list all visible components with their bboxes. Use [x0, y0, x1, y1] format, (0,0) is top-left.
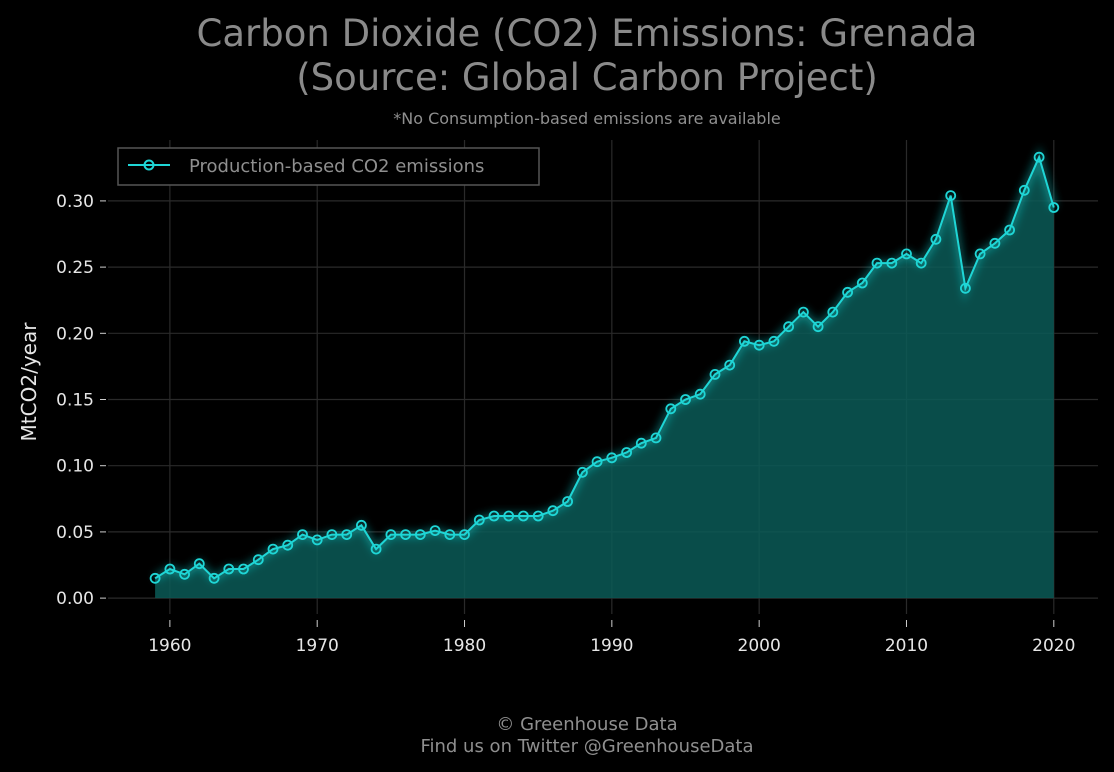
data-point	[783, 321, 794, 333]
data-point	[812, 321, 824, 333]
data-point	[694, 388, 706, 400]
data-point	[945, 190, 957, 202]
data-point	[311, 534, 323, 546]
y-tick-label: 0.10	[56, 457, 94, 477]
data-point	[591, 456, 603, 468]
data-point	[915, 257, 927, 269]
data-point	[989, 237, 1001, 249]
data-point	[459, 529, 470, 540]
data-point	[960, 282, 971, 294]
data-point	[562, 496, 573, 507]
series-markers	[149, 151, 1060, 584]
data-point	[665, 403, 677, 415]
footer-copyright: © Greenhouse Data	[496, 714, 677, 735]
data-point	[901, 248, 912, 260]
data-point	[252, 554, 264, 566]
data-point	[400, 529, 412, 540]
data-point	[282, 539, 294, 551]
data-point	[297, 529, 308, 540]
data-point	[930, 233, 942, 245]
data-point	[488, 510, 500, 522]
y-tick-label: 0.05	[56, 523, 94, 543]
data-point	[1048, 202, 1060, 213]
data-point	[414, 529, 426, 540]
series-line-path	[154, 154, 1055, 580]
x-axis-ticks: 1960 1970 1980 1990 2000 2010 2020	[148, 620, 1075, 656]
y-tick-label: 0.15	[56, 391, 94, 411]
data-point	[503, 510, 515, 522]
data-point	[267, 543, 279, 555]
data-point	[856, 277, 868, 289]
chart-title-line2: (Source: Global Carbon Project)	[296, 56, 878, 99]
y-tick-label: 0.30	[56, 192, 94, 212]
data-point	[577, 466, 588, 478]
x-tick-label: 2000	[738, 636, 781, 656]
y-axis-ticks: 0.00 0.05 0.10 0.15 0.20 0.25 0.30	[56, 192, 106, 609]
x-tick-label: 2020	[1032, 636, 1075, 656]
data-point	[326, 529, 338, 540]
data-point	[842, 286, 853, 298]
data-point	[518, 510, 529, 522]
data-point	[355, 519, 367, 531]
data-point	[650, 432, 662, 444]
y-axis-label: MtCO2/year	[17, 322, 41, 442]
data-point	[709, 368, 721, 380]
series-line	[154, 154, 1055, 580]
legend[interactable]: Production-based CO2 emissions	[117, 147, 540, 186]
legend-marker	[143, 159, 155, 171]
data-point	[193, 558, 205, 570]
area-fill	[155, 157, 1054, 599]
data-point	[724, 359, 736, 371]
data-point	[680, 394, 691, 405]
data-point	[164, 563, 176, 575]
data-point	[1018, 184, 1030, 196]
data-point	[1004, 224, 1015, 236]
data-point	[223, 563, 235, 575]
data-point	[739, 335, 750, 347]
data-point	[827, 306, 839, 318]
data-point	[753, 339, 765, 351]
data-point	[532, 510, 544, 522]
data-point	[547, 505, 559, 517]
data-point	[179, 568, 191, 580]
footer-twitter: Find us on Twitter @GreenhouseData	[420, 736, 753, 757]
data-point	[635, 437, 647, 449]
data-point	[606, 452, 618, 464]
data-point	[473, 514, 485, 526]
data-point	[238, 563, 249, 575]
data-point	[621, 447, 632, 458]
legend-box	[117, 147, 540, 186]
legend-label: Production-based CO2 emissions	[189, 156, 484, 177]
series-area	[155, 157, 1054, 599]
x-tick-label: 1960	[148, 636, 191, 656]
x-tick-label: 1990	[590, 636, 633, 656]
data-point	[974, 248, 986, 260]
chart-title-line1: Carbon Dioxide (CO2) Emissions: Grenada	[197, 12, 978, 55]
data-point	[370, 543, 382, 555]
y-tick-label: 0.00	[56, 589, 94, 609]
x-tick-label: 1970	[296, 636, 339, 656]
data-point	[798, 306, 809, 318]
data-point	[871, 257, 883, 269]
y-tick-label: 0.25	[56, 258, 94, 278]
data-point	[149, 572, 161, 584]
chart-subtitle: *No Consumption-based emissions are avai…	[393, 109, 781, 128]
data-point	[444, 529, 456, 540]
x-tick-label: 2010	[885, 636, 928, 656]
data-point	[886, 257, 898, 269]
data-point	[1033, 151, 1045, 163]
data-point	[429, 525, 441, 536]
y-tick-label: 0.20	[56, 324, 94, 344]
data-point	[341, 529, 353, 540]
data-point	[768, 335, 780, 347]
data-point	[385, 529, 397, 540]
data-point	[208, 572, 220, 584]
x-tick-label: 1980	[443, 636, 486, 656]
